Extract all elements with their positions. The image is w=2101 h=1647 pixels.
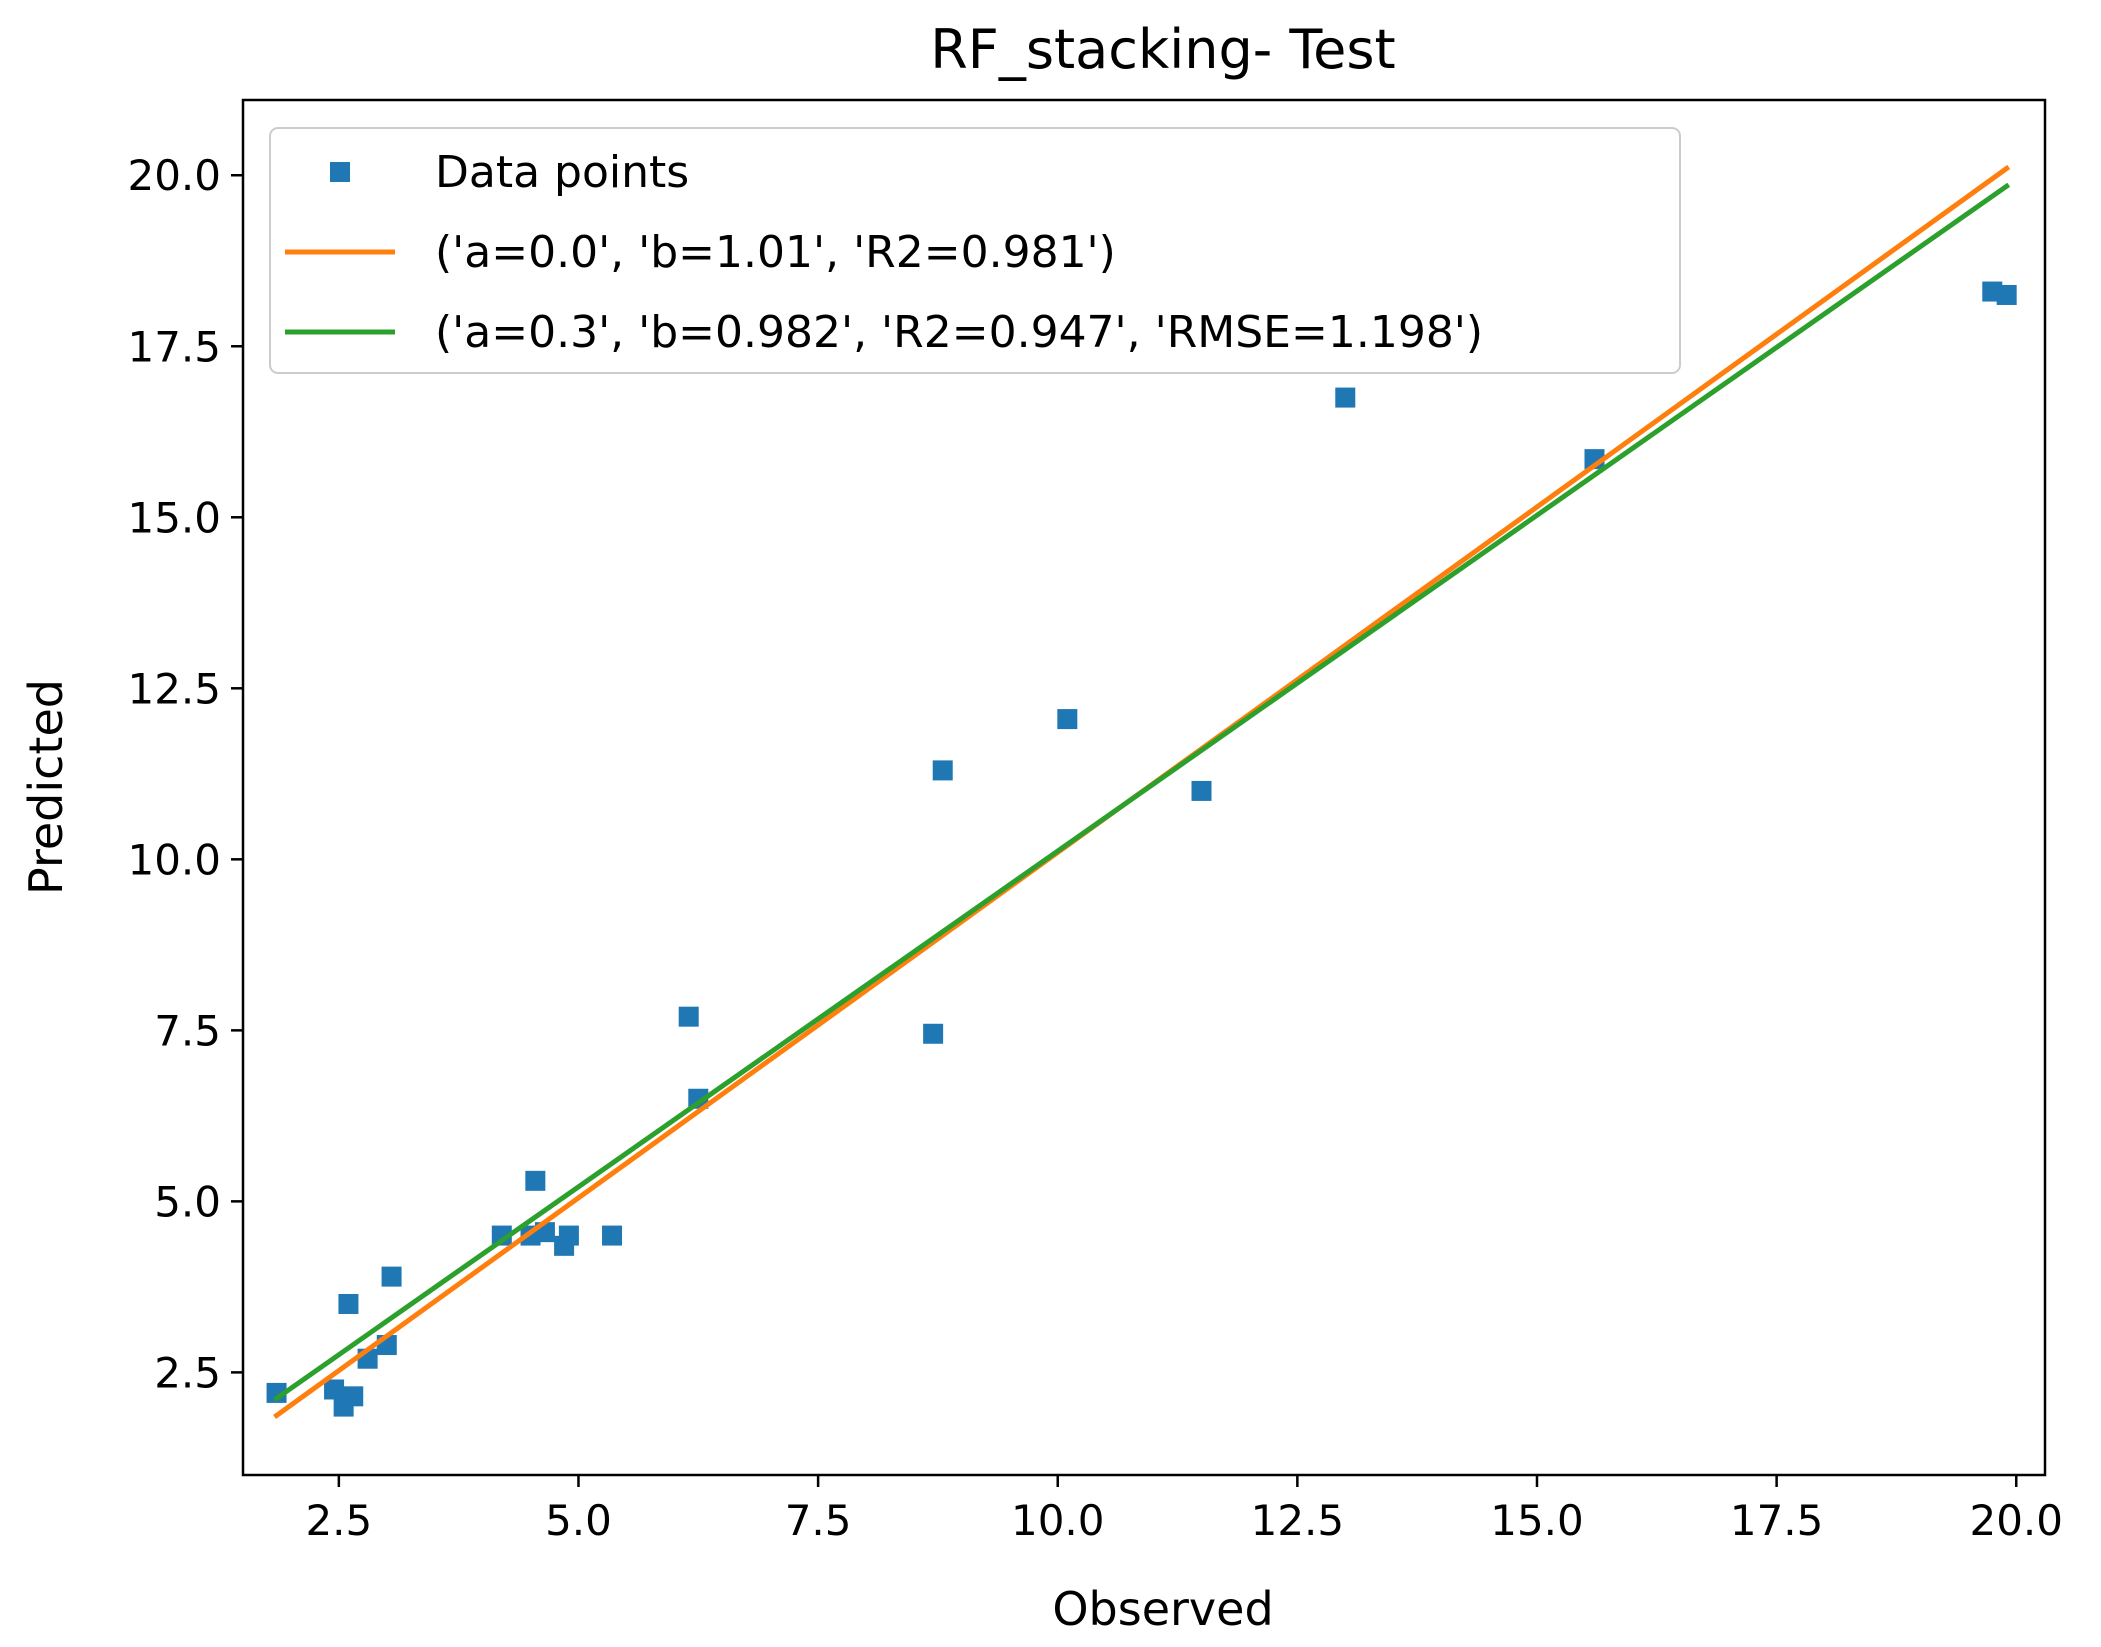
y-tick-label: 10.0 xyxy=(127,835,221,884)
data-point xyxy=(932,760,953,781)
data-point xyxy=(678,1006,699,1027)
data-point xyxy=(558,1225,579,1246)
legend-frame xyxy=(269,127,1681,374)
data-point xyxy=(343,1386,364,1407)
data-point xyxy=(338,1293,359,1314)
data-point xyxy=(525,1170,546,1191)
y-tick-label: 2.5 xyxy=(154,1348,221,1397)
plot-area xyxy=(266,164,2017,1419)
data-point xyxy=(381,1266,402,1287)
x-tick-label: 15.0 xyxy=(1490,1496,1584,1545)
x-tick-label: 20.0 xyxy=(1969,1496,2063,1545)
fit-line-2 xyxy=(273,182,2011,1402)
x-axis-label: Observed xyxy=(1052,1582,1273,1636)
x-axis: 2.5 5.0 7.5 10.0 12.5 15.0 17.5 20.0 xyxy=(305,1475,2063,1545)
y-axis: 2.5 5.0 7.5 10.0 12.5 15.0 17.5 20.0 xyxy=(127,151,243,1397)
legend: Data points ('a=0.0', 'b=1.01', 'R2=0.981… xyxy=(269,127,1681,374)
y-tick-label: 12.5 xyxy=(127,664,221,713)
plot-frame xyxy=(241,98,2047,1477)
x-tick-label: 5.0 xyxy=(545,1496,612,1545)
data-point xyxy=(923,1023,944,1044)
legend-marker xyxy=(330,162,350,182)
y-tick-label: 15.0 xyxy=(127,493,221,542)
data-point xyxy=(324,1379,345,1400)
data-point xyxy=(491,1225,512,1246)
data-point xyxy=(1335,387,1356,408)
y-tick-label: 7.5 xyxy=(154,1006,221,1055)
y-tick-label: 20.0 xyxy=(127,151,221,200)
data-point xyxy=(1191,780,1212,801)
x-tick-label: 12.5 xyxy=(1251,1496,1345,1545)
x-tick-label: 10.0 xyxy=(1011,1496,1105,1545)
legend-label: ('a=0.0', 'b=1.01', 'R2=0.981') xyxy=(435,227,1116,278)
legend-label: ('a=0.3', 'b=0.982', 'R2=0.947', 'RMSE=1… xyxy=(435,307,1483,358)
chart-title: RF_stacking- Test xyxy=(930,18,1395,81)
y-axis-label: Predicted xyxy=(19,679,73,895)
x-tick-label: 2.5 xyxy=(305,1496,372,1545)
x-tick-label: 7.5 xyxy=(785,1496,852,1545)
legend-label: Data points xyxy=(435,147,689,198)
x-tick-label: 17.5 xyxy=(1730,1496,1824,1545)
y-tick-label: 17.5 xyxy=(127,322,221,371)
data-point xyxy=(602,1225,623,1246)
data-point xyxy=(1996,284,2017,305)
data-point xyxy=(1057,709,1078,730)
y-tick-label: 5.0 xyxy=(154,1177,221,1226)
